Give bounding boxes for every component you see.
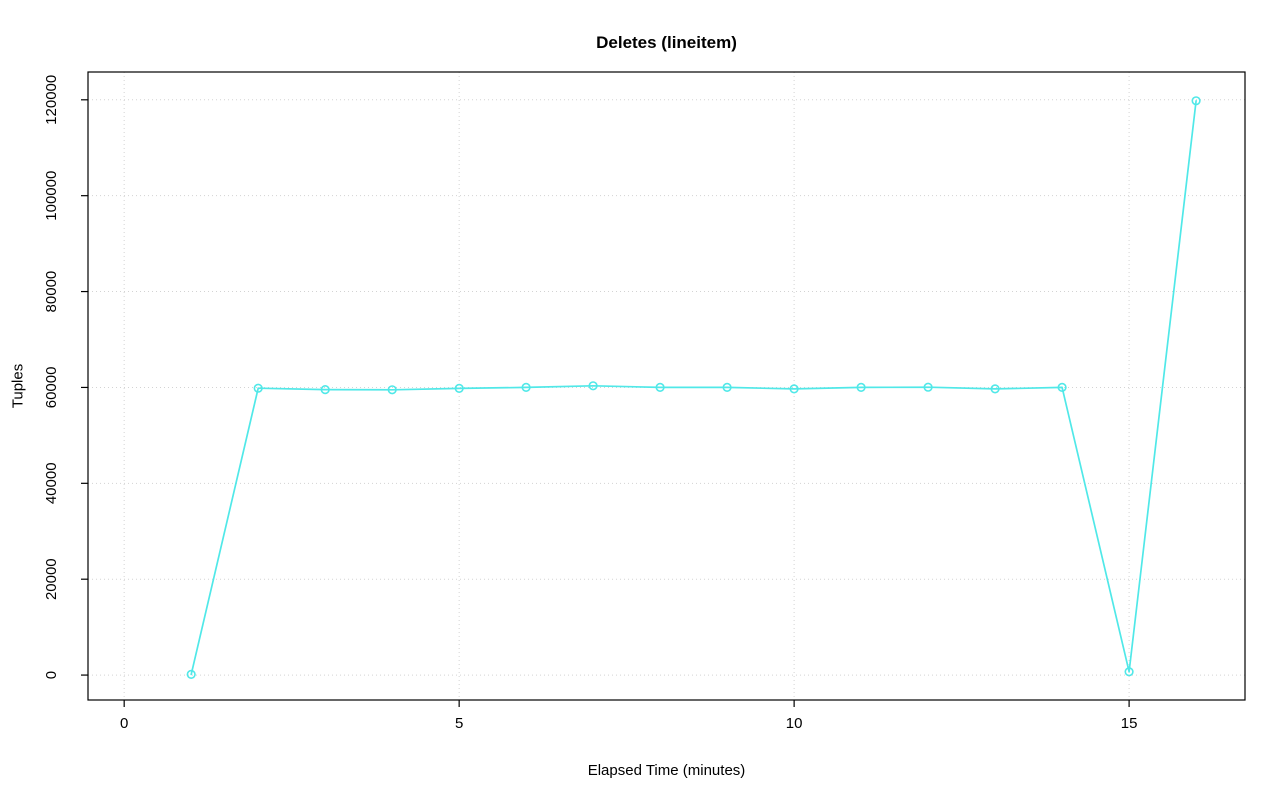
- data-point: [722, 382, 732, 393]
- data-point: [1191, 96, 1201, 106]
- y-tick-label: 100000: [43, 171, 60, 221]
- data-point: [655, 382, 665, 393]
- data-point: [588, 381, 598, 391]
- data-point: [856, 382, 866, 393]
- data-point: [454, 383, 464, 394]
- x-axis-label: Elapsed Time (minutes): [587, 762, 746, 779]
- data-point: [521, 382, 531, 393]
- x-tick-label: 15: [1121, 715, 1138, 732]
- x-tick-label: 10: [786, 715, 803, 732]
- x-tick-label: 5: [455, 715, 463, 732]
- data-point: [990, 384, 1000, 394]
- y-tick-label: 60000: [43, 367, 60, 409]
- chart-title: Deletes (lineitem): [596, 33, 737, 52]
- data-line: [190, 99, 1197, 676]
- data-point: [387, 385, 397, 395]
- y-tick-label: 40000: [43, 462, 60, 504]
- y-tick-label: 0: [43, 671, 60, 679]
- y-tick-label: 20000: [43, 558, 60, 600]
- y-tick-label: 120000: [43, 75, 60, 125]
- data-point: [253, 383, 263, 393]
- y-tick-label: 80000: [43, 271, 60, 313]
- data-point: [1057, 382, 1067, 393]
- data-point: [789, 384, 799, 394]
- data-point: [1124, 667, 1134, 677]
- data-point: [320, 385, 330, 395]
- data-point: [923, 382, 933, 392]
- x-tick-label: 0: [120, 715, 128, 732]
- data-point: [186, 669, 196, 680]
- plot-border: [87, 71, 1246, 701]
